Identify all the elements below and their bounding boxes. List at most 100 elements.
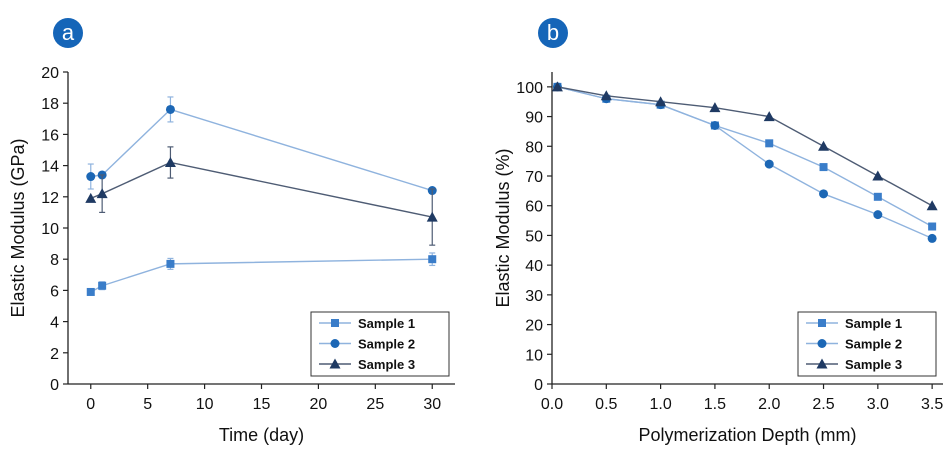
legend-marker (816, 358, 828, 369)
series-line (90, 161, 433, 218)
data-point (166, 259, 175, 268)
y-tick-label: 10 (525, 347, 543, 364)
y-tick-label: 0 (50, 377, 59, 394)
y-tick-label: 8 (50, 252, 59, 269)
legend-label: Sample 1 (358, 316, 415, 331)
x-tick-label: 0.0 (541, 396, 563, 413)
legend-marker (331, 319, 339, 327)
legend: Sample 1 Sample 2 Sample 3 (310, 311, 450, 377)
data-point (873, 192, 882, 201)
data-point (655, 96, 667, 107)
x-tick-label: 3.5 (921, 396, 943, 413)
data-point (709, 102, 721, 113)
data-point (551, 81, 563, 92)
data-point (96, 188, 108, 199)
data-point (98, 281, 107, 290)
data-point (86, 287, 95, 296)
y-axis-title: Elastic Modulus (%) (493, 148, 513, 307)
x-tick-label: 25 (366, 396, 384, 413)
y-tick-label: 16 (41, 127, 59, 144)
data-point (600, 90, 612, 101)
legend-label: Sample 1 (845, 316, 902, 331)
x-tick-label: 0 (86, 396, 95, 413)
series-line (90, 108, 433, 192)
series-line (90, 258, 433, 293)
data-point (764, 159, 774, 169)
data-point (818, 140, 830, 151)
y-tick-label: 80 (525, 139, 543, 156)
x-tick-label: 20 (310, 396, 328, 413)
x-tick-label: 3.0 (867, 396, 889, 413)
legend-label: Sample 3 (358, 357, 415, 372)
data-point (819, 163, 828, 172)
legend-marker (329, 358, 341, 369)
y-tick-label: 50 (525, 228, 543, 245)
legend-marker (818, 319, 826, 327)
series-2 (552, 82, 937, 243)
panel-letter: b (547, 20, 559, 45)
panel-a: a 0 2 4 6 8 10 12 14 16 18 20 0 5 10 15 20 25 30 Time (day)… (8, 18, 455, 445)
x-tick-label: 30 (423, 396, 441, 413)
y-tick-label: 70 (525, 169, 543, 186)
panel-badge (538, 18, 568, 48)
legend: Sample 1 Sample 2 Sample 3 (797, 311, 937, 377)
y-tick-label: 60 (525, 199, 543, 216)
legend-label: Sample 3 (845, 357, 902, 372)
legend-marker (330, 339, 340, 348)
y-tick-label: 12 (41, 190, 59, 207)
data-point (710, 120, 720, 130)
y-tick-label: 10 (41, 221, 59, 238)
x-axis-title: Time (day) (219, 425, 304, 445)
data-point (165, 104, 175, 114)
series-2 (86, 96, 437, 196)
data-point (86, 172, 96, 182)
y-tick-label: 18 (41, 96, 59, 113)
data-point (926, 200, 938, 211)
series-line (557, 86, 933, 228)
panel-b: b 0 10 20 30 40 50 60 70 80 90 100 0.0 0.5 1.0 1.5 2.0 2.… (493, 18, 943, 445)
y-tick-label: 90 (525, 110, 543, 127)
data-point (927, 233, 937, 243)
series-3 (85, 146, 438, 246)
data-point (872, 170, 884, 181)
y-tick-label: 14 (41, 159, 59, 176)
data-point (164, 156, 176, 167)
series-1 (86, 252, 437, 296)
y-tick-label: 4 (50, 315, 59, 332)
y-tick-label: 30 (525, 288, 543, 305)
data-point (428, 255, 437, 264)
x-tick-label: 2.0 (758, 396, 780, 413)
x-axis-title: Polymerization Depth (mm) (638, 425, 856, 445)
data-point (819, 189, 829, 199)
series-1 (553, 82, 937, 231)
series-3 (551, 81, 938, 211)
y-tick-label: 6 (50, 283, 59, 300)
series-line (557, 86, 933, 207)
data-point (873, 210, 883, 220)
legend-marker (817, 339, 827, 348)
x-tick-label: 1.0 (649, 396, 671, 413)
y-tick-label: 0 (534, 377, 543, 394)
y-tick-label: 2 (50, 346, 59, 363)
series-line (557, 86, 933, 240)
x-tick-label: 0.5 (595, 396, 617, 413)
x-tick-label: 2.5 (812, 396, 834, 413)
data-point (426, 211, 438, 222)
y-tick-label: 40 (525, 258, 543, 275)
x-tick-label: 15 (253, 396, 271, 413)
legend-label: Sample 2 (358, 337, 415, 352)
x-tick-label: 1.5 (704, 396, 726, 413)
y-axis-title: Elastic Modulus (GPa) (8, 138, 28, 317)
data-point (763, 111, 775, 122)
data-point (765, 139, 774, 148)
y-tick-label: 20 (525, 318, 543, 335)
panel-badge (53, 18, 83, 48)
x-tick-label: 10 (196, 396, 214, 413)
data-point (928, 222, 937, 231)
legend-label: Sample 2 (845, 337, 902, 352)
y-tick-label: 100 (516, 80, 543, 97)
panel-letter: a (62, 20, 75, 45)
x-tick-label: 5 (143, 396, 152, 413)
